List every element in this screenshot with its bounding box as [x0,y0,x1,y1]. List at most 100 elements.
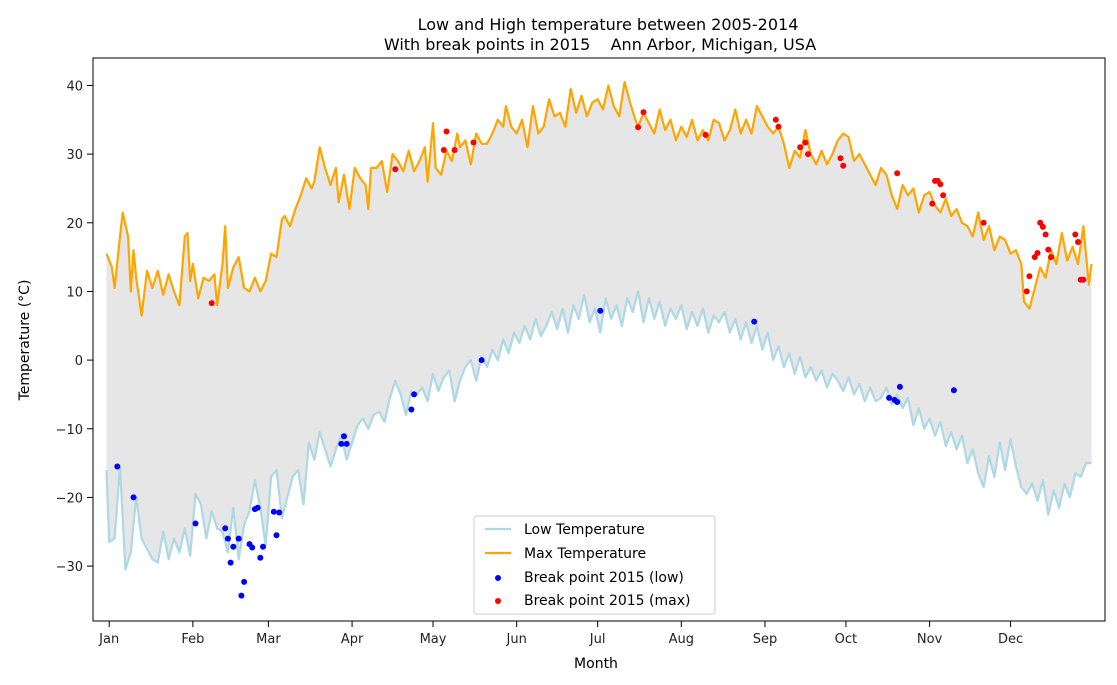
x-tick-label: Jun [506,632,527,647]
break-point-low [894,399,901,405]
y-axis: −30 −20 −10 0 10 20 30 40 [56,79,93,575]
break-point-low [227,559,234,566]
legend-max-dot-swatch [495,598,501,604]
break-points-max [208,109,1087,307]
plot-area [105,80,1093,599]
break-point-max [805,151,812,158]
break-point-low [597,307,604,314]
break-point-max [775,123,782,130]
break-point-low [338,440,345,447]
x-tick-label: Feb [181,632,204,647]
break-point-max [208,300,215,307]
x-tick-label: Mar [256,632,281,647]
plot-frame [92,57,1106,622]
break-point-max [392,166,399,173]
break-point-max [1048,254,1054,261]
legend: Low Temperature Max Temperature Break po… [473,515,716,615]
legend-box [473,515,716,615]
break-point-max [840,162,847,169]
break-point-low [751,318,758,325]
y-tick-label: −30 [56,560,83,575]
break-point-low [192,520,199,527]
x-tick-label: Nov [917,632,943,647]
x-tick-label: Jan [98,632,119,647]
x-tick-label: Apr [341,632,364,647]
y-tick-label: 10 [66,285,83,300]
break-point-max [1075,239,1081,245]
break-point-max [929,200,936,207]
break-point-low [114,463,121,470]
break-point-low [341,433,347,440]
legend-max-label: Max Temperature [524,546,646,562]
x-tick-label: Jul [589,632,606,647]
y-axis-label: Temperature (°C) [17,280,33,402]
break-point-max [1039,223,1046,230]
break-point-low [950,387,957,394]
break-point-max [1034,250,1041,256]
break-point-max [772,116,779,123]
break-point-low [343,440,350,447]
break-point-low [222,525,229,532]
break-point-max [1080,276,1087,283]
break-point-max [635,124,642,131]
legend-break-low-label: Break point 2015 (low) [524,570,684,586]
break-point-max [894,170,901,177]
break-point-low [224,535,231,542]
x-tick-label: Oct [835,632,857,647]
legend-low-dot-swatch [495,575,501,581]
break-point-low [478,357,485,364]
break-point-max [940,192,947,199]
break-points-low [114,307,957,599]
chart-subtitle: With break points in 2015 Ann Arbor, Mic… [384,35,816,54]
break-point-max [1023,288,1030,295]
low-temperature-line [105,290,1092,571]
chart-title: Low and High temperature between 2005-20… [418,15,799,34]
break-point-low [408,406,415,413]
y-tick-label: 40 [66,79,83,94]
break-point-low [249,544,256,551]
break-point-max [440,147,447,153]
y-tick-label: 0 [75,354,83,369]
y-tick-label: 20 [66,217,83,232]
break-point-max [837,155,844,162]
break-point-low [130,494,137,501]
x-tick-label: Dec [998,632,1023,647]
break-point-max [1072,231,1079,238]
break-point-max [451,147,458,153]
y-tick-label: 30 [66,148,83,163]
break-point-low [411,391,418,398]
break-point-max [1045,246,1052,253]
break-point-max [980,219,987,226]
x-axis: Jan Feb Mar Apr May Jun Jul Aug Sep Oct Nov Dec [98,621,1023,647]
break-point-max [937,181,944,188]
break-point-low [241,578,248,585]
break-point-low [260,543,266,550]
break-point-max [1042,231,1049,238]
x-tick-label: Sep [753,632,778,647]
x-axis-label: Month [574,656,618,672]
break-point-max [802,139,809,146]
y-tick-label: −10 [56,423,83,438]
break-point-max [702,131,709,138]
legend-break-max-label: Break point 2015 (max) [524,593,690,609]
break-point-max [470,139,477,146]
break-point-max [797,144,804,151]
break-point-max [640,109,647,116]
break-point-low [273,532,280,539]
break-point-low [886,394,893,401]
y-tick-label: −20 [56,491,83,506]
max-temperature-line [105,80,1093,317]
break-point-low [896,383,903,390]
x-tick-label: Aug [669,632,694,647]
break-point-low [276,509,283,516]
break-point-low [254,504,261,511]
break-point-low [235,535,242,542]
break-point-max [443,128,450,135]
break-point-low [257,554,264,561]
break-point-low [230,543,237,550]
break-point-low [238,592,245,599]
break-point-max [1026,273,1033,280]
break-point-low [270,508,277,515]
x-tick-label: May [420,632,447,647]
